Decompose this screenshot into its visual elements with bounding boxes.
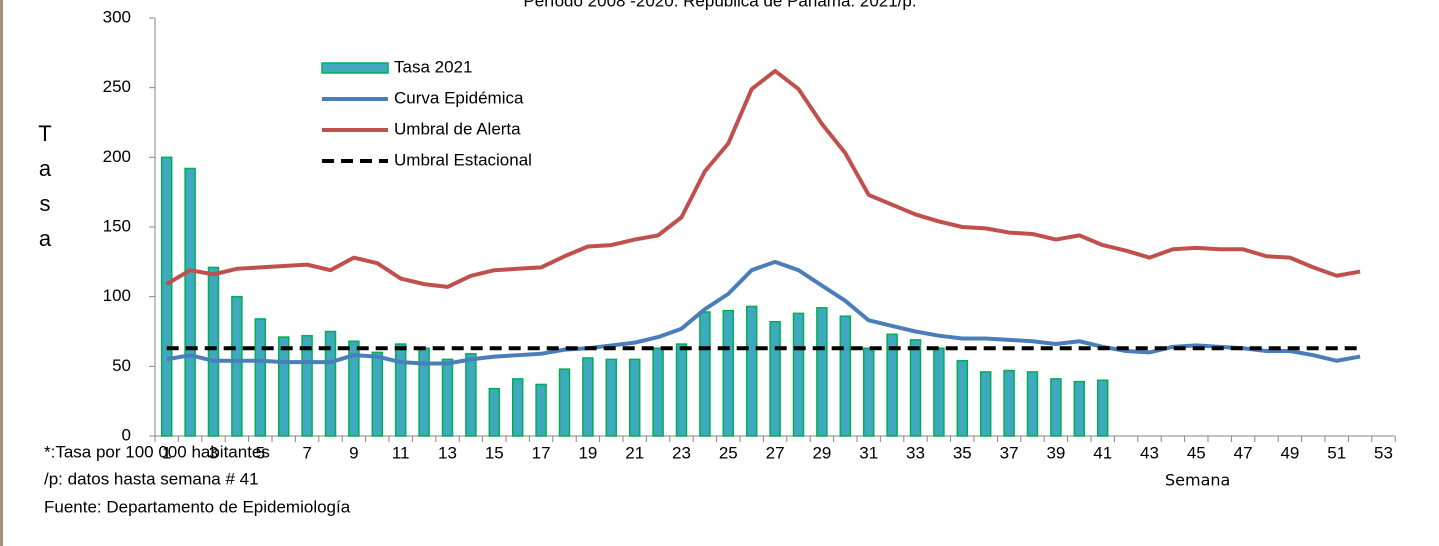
bar	[979, 371, 992, 437]
x-tick-label: 31	[859, 443, 878, 462]
x-tick-label: 33	[906, 443, 925, 462]
y-tick-label: 50	[112, 356, 131, 375]
legend-label: Tasa 2021	[394, 57, 472, 76]
x-tick-label: 3	[209, 443, 218, 462]
x-tick-label: 23	[672, 443, 691, 462]
x-tick-label: 51	[1327, 443, 1346, 462]
bar	[160, 156, 173, 437]
bar	[745, 305, 758, 437]
bar	[886, 333, 898, 437]
bar	[301, 334, 313, 437]
bar	[722, 309, 735, 437]
bar	[1073, 380, 1086, 437]
bar	[465, 353, 477, 437]
bar	[511, 378, 524, 437]
bar	[699, 311, 711, 437]
x-tick-label: 49	[1280, 443, 1299, 462]
x-tick-label: 11	[392, 443, 410, 462]
x-tick-label: 15	[485, 443, 504, 462]
y-tick-label: 200	[103, 147, 131, 166]
y-axis-label: Tasa	[38, 121, 52, 251]
bar	[348, 340, 360, 437]
bar	[558, 368, 571, 437]
bar	[675, 343, 688, 437]
y-tick-label: 0	[122, 425, 131, 444]
x-tick-label: 43	[1140, 443, 1159, 462]
bar	[1003, 369, 1015, 437]
y-tick-label: 300	[103, 7, 131, 26]
bar	[231, 295, 243, 437]
bar	[582, 357, 594, 437]
x-tick-label: 53	[1374, 443, 1393, 462]
y-tick-label: 100	[103, 286, 131, 305]
bar	[441, 358, 454, 437]
x-tick-label: 47	[1234, 443, 1253, 462]
bar	[1096, 379, 1109, 437]
bar	[535, 383, 547, 437]
y-tick-label: 250	[103, 77, 131, 96]
x-tick-label: 27	[766, 443, 785, 462]
x-tick-label: 5	[256, 443, 265, 462]
note: *:Tasa por 100 000 habitantes	[44, 442, 270, 461]
chart-title: Período 2008 -2020. República de Panamá.…	[523, 0, 916, 10]
x-tick-label: 45	[1187, 443, 1206, 462]
bar	[1026, 371, 1039, 437]
bar	[652, 347, 664, 437]
bar	[184, 167, 196, 437]
bar	[324, 330, 337, 437]
x-tick-label: 7	[302, 443, 311, 462]
bar	[254, 318, 267, 437]
frame-edge	[0, 0, 3, 546]
bar	[839, 315, 852, 437]
bar	[909, 339, 922, 437]
bar	[605, 358, 618, 437]
note: /p: datos hasta semana # 41	[44, 469, 259, 488]
legend-label: Curva Epidémica	[394, 88, 524, 107]
bar	[862, 347, 875, 437]
x-tick-label: 19	[578, 443, 597, 462]
x-tick-label: 9	[349, 443, 358, 462]
line	[165, 68, 1361, 289]
x-tick-label: 39	[1046, 443, 1065, 462]
x-tick-label: 25	[719, 443, 738, 462]
bar	[769, 320, 781, 437]
legend-swatch	[321, 62, 389, 74]
x-tick-label: 35	[953, 443, 972, 462]
bar	[628, 358, 641, 437]
x-tick-label: 41	[1093, 443, 1112, 462]
bar	[933, 347, 945, 437]
bar	[1050, 378, 1062, 437]
bar	[207, 266, 220, 437]
bar	[277, 336, 290, 437]
bar	[371, 351, 384, 437]
x-axis-label: Semana	[1165, 471, 1230, 490]
note: Fuente: Departamento de Epidemiología	[44, 497, 351, 516]
x-tick-label: 13	[438, 443, 457, 462]
bar	[488, 387, 501, 437]
y-tick-label: 150	[103, 216, 131, 235]
legend-label: Umbral Estacional	[394, 150, 532, 169]
x-tick-label: 1	[162, 443, 171, 462]
bar	[956, 360, 969, 437]
legend-label: Umbral de Alerta	[394, 119, 521, 138]
x-tick-label: 21	[625, 443, 644, 462]
bar	[792, 312, 805, 437]
bar	[394, 343, 407, 437]
bar	[816, 307, 828, 437]
x-tick-label: 29	[812, 443, 831, 462]
x-tick-label: 37	[1000, 443, 1019, 462]
x-tick-label: 17	[532, 443, 551, 462]
